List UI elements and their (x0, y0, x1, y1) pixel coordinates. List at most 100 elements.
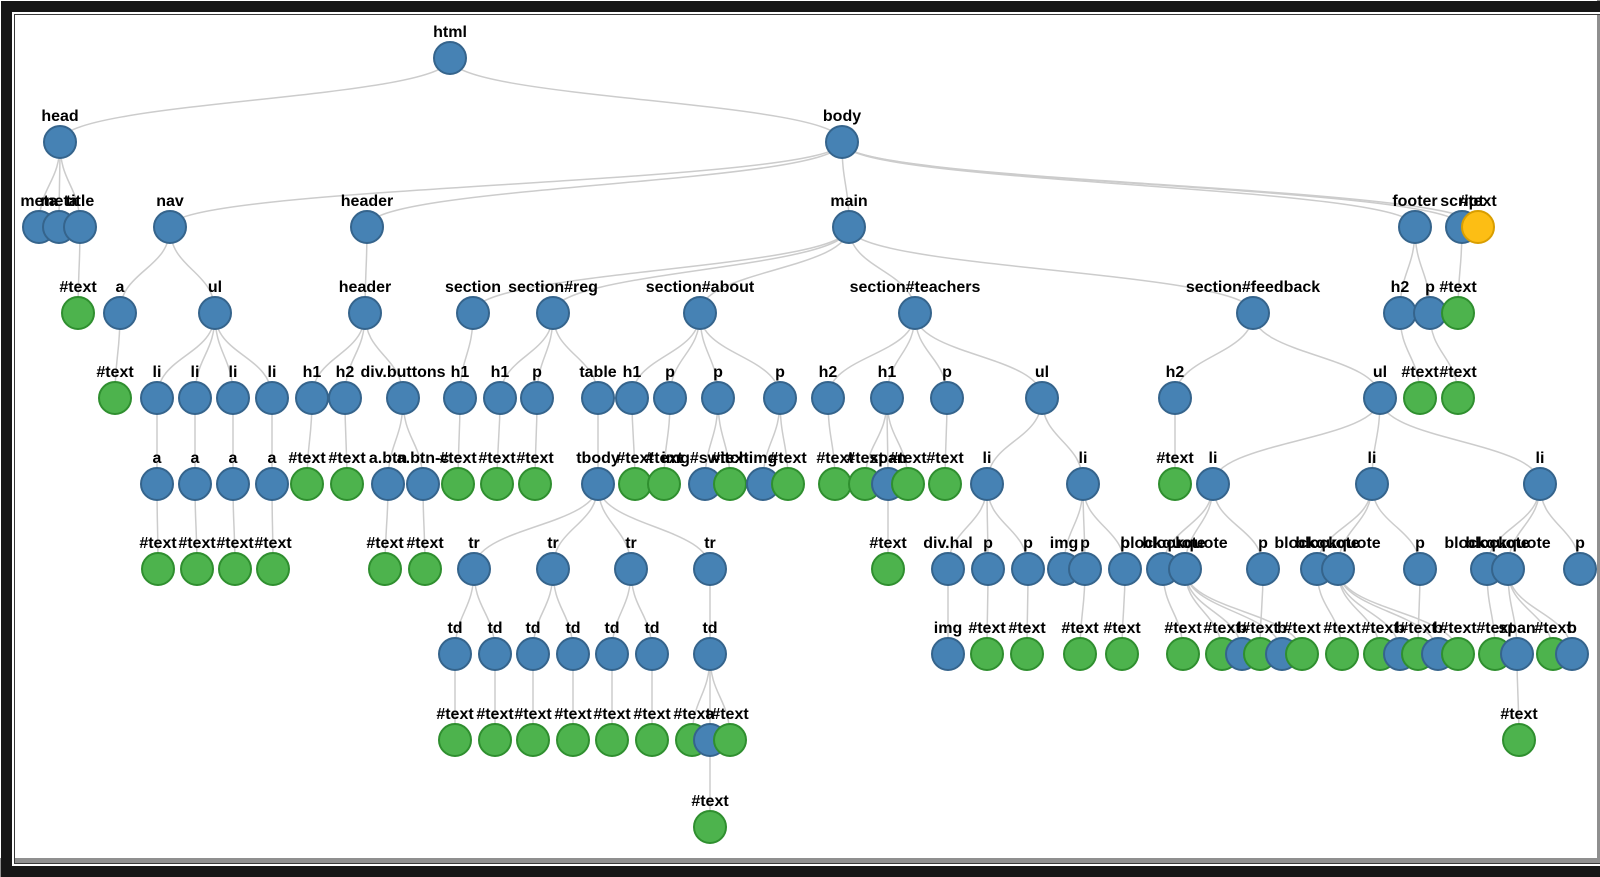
element-node-span[interactable] (1500, 637, 1534, 671)
text-node--text[interactable] (290, 467, 324, 501)
element-node-p[interactable] (1108, 552, 1142, 586)
element-node-ul[interactable] (198, 296, 232, 330)
text-node--text[interactable] (771, 467, 805, 501)
element-node-td[interactable] (595, 637, 629, 671)
element-node-p[interactable] (930, 381, 964, 415)
element-node-blockquote[interactable] (1321, 552, 1355, 586)
element-node-tr[interactable] (536, 552, 570, 586)
element-node-a[interactable] (255, 467, 289, 501)
text-node--text[interactable] (480, 467, 514, 501)
text-node--text[interactable] (61, 296, 95, 330)
element-node-p[interactable] (763, 381, 797, 415)
text-node--text[interactable] (478, 723, 512, 757)
text-node--text[interactable] (595, 723, 629, 757)
element-node-section-reg[interactable] (536, 296, 570, 330)
element-node-tr[interactable] (693, 552, 727, 586)
text-node--text[interactable] (693, 810, 727, 844)
text-node--text[interactable] (647, 467, 681, 501)
element-node-a-btn-c[interactable] (406, 467, 440, 501)
text-node--text[interactable] (1105, 637, 1139, 671)
element-node-section-feedback[interactable] (1236, 296, 1270, 330)
element-node-ul[interactable] (1025, 381, 1059, 415)
element-node-h2[interactable] (1158, 381, 1192, 415)
element-node-td[interactable] (635, 637, 669, 671)
element-node-li[interactable] (255, 381, 289, 415)
text-node--text[interactable] (1010, 637, 1044, 671)
element-node-p[interactable] (1011, 552, 1045, 586)
element-node-h2[interactable] (1383, 296, 1417, 330)
element-node-li[interactable] (1196, 467, 1230, 501)
element-node-p[interactable] (1563, 552, 1597, 586)
element-node-td[interactable] (693, 637, 727, 671)
element-node-h2[interactable] (811, 381, 845, 415)
element-node-header[interactable] (350, 210, 384, 244)
text-node--text[interactable] (516, 723, 550, 757)
element-node-li[interactable] (216, 381, 250, 415)
text-node--text[interactable] (1441, 381, 1475, 415)
element-node-section[interactable] (456, 296, 490, 330)
text-node--text[interactable] (141, 552, 175, 586)
element-node-h1[interactable] (615, 381, 649, 415)
element-node-section-about[interactable] (683, 296, 717, 330)
element-node-h1[interactable] (483, 381, 517, 415)
element-node-nav[interactable] (153, 210, 187, 244)
element-node-td[interactable] (478, 637, 512, 671)
text-node--text[interactable] (891, 467, 925, 501)
text-node--text[interactable] (438, 723, 472, 757)
element-node-a[interactable] (103, 296, 137, 330)
element-node-a[interactable] (178, 467, 212, 501)
element-node-td[interactable] (556, 637, 590, 671)
text-node--text[interactable] (556, 723, 590, 757)
text-node--text[interactable] (635, 723, 669, 757)
text-node--text[interactable] (970, 637, 1004, 671)
element-node-img[interactable] (931, 637, 965, 671)
text-node--text[interactable] (713, 467, 747, 501)
element-node-h1[interactable] (443, 381, 477, 415)
text-node--text[interactable] (98, 381, 132, 415)
text-node--text[interactable] (1441, 637, 1475, 671)
element-node-p[interactable] (701, 381, 735, 415)
element-node-p[interactable] (653, 381, 687, 415)
element-node-h1[interactable] (295, 381, 329, 415)
element-node-p[interactable] (1068, 552, 1102, 586)
element-node-tr[interactable] (457, 552, 491, 586)
text-node--text[interactable] (180, 552, 214, 586)
element-node-div-buttons[interactable] (386, 381, 420, 415)
element-node-head[interactable] (43, 125, 77, 159)
element-node-li[interactable] (1066, 467, 1100, 501)
element-node-blockquote[interactable] (1168, 552, 1202, 586)
text-node--text[interactable] (1166, 637, 1200, 671)
text-node--text[interactable] (1441, 296, 1475, 330)
element-node-td[interactable] (438, 637, 472, 671)
element-node-tbody[interactable] (581, 467, 615, 501)
element-node-div-hal[interactable] (931, 552, 965, 586)
text-node--text[interactable] (818, 467, 852, 501)
element-node-section-teachers[interactable] (898, 296, 932, 330)
text-node--text[interactable] (1403, 381, 1437, 415)
element-node-td[interactable] (516, 637, 550, 671)
element-node-title[interactable] (63, 210, 97, 244)
text-node--text[interactable] (256, 552, 290, 586)
element-node-header[interactable] (348, 296, 382, 330)
text-node--text[interactable] (218, 552, 252, 586)
text-node--text[interactable] (618, 467, 652, 501)
text-node--text[interactable] (518, 467, 552, 501)
text-node--text[interactable] (871, 552, 905, 586)
element-node-p[interactable] (520, 381, 554, 415)
element-node-table[interactable] (581, 381, 615, 415)
element-node-li[interactable] (178, 381, 212, 415)
element-node-h1[interactable] (870, 381, 904, 415)
element-node-b[interactable] (1555, 637, 1589, 671)
element-node-a[interactable] (216, 467, 250, 501)
element-node-li[interactable] (1523, 467, 1557, 501)
element-node-a[interactable] (140, 467, 174, 501)
element-node-p[interactable] (1403, 552, 1437, 586)
text-node--text[interactable] (408, 552, 442, 586)
element-node-h2[interactable] (328, 381, 362, 415)
element-node-html[interactable] (433, 41, 467, 75)
highlighted-text-node--text[interactable] (1461, 210, 1495, 244)
element-node-body[interactable] (825, 125, 859, 159)
element-node-p[interactable] (971, 552, 1005, 586)
element-node-li[interactable] (1355, 467, 1389, 501)
element-node-li[interactable] (970, 467, 1004, 501)
